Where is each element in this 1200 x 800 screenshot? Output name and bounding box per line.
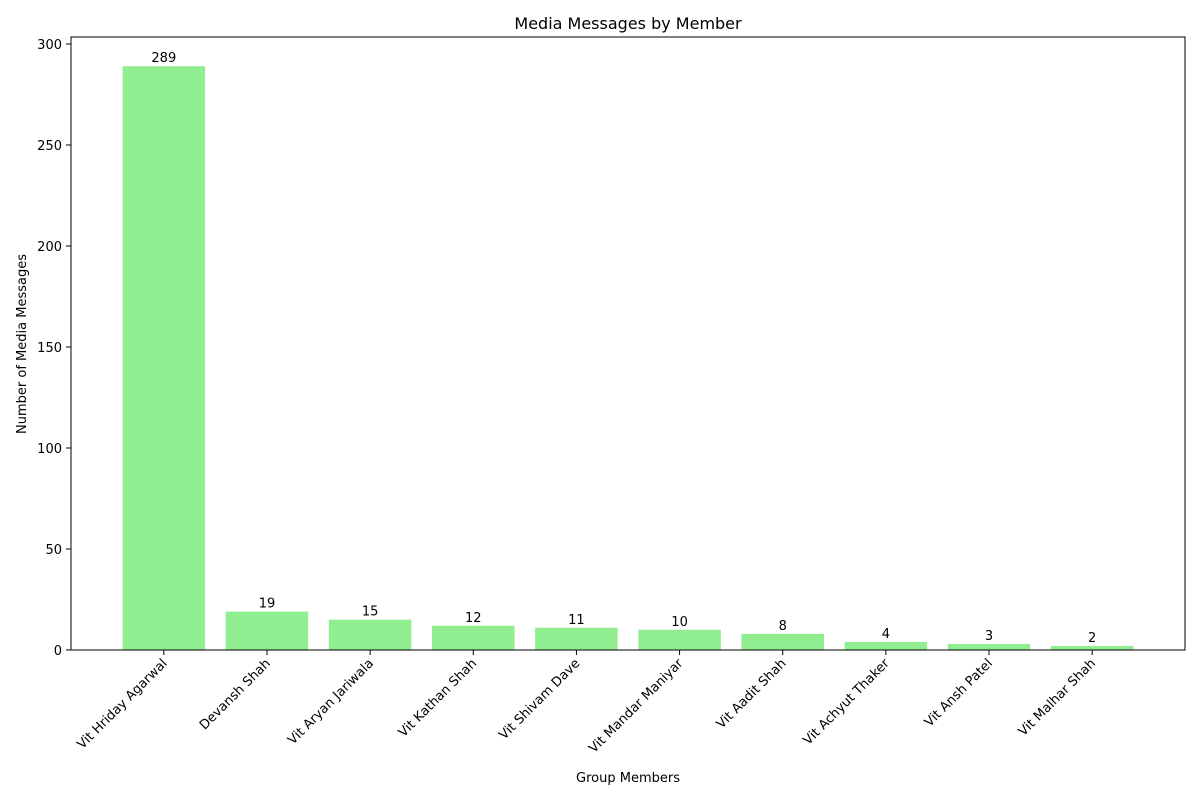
y-tick-label-5: 250 bbox=[37, 139, 62, 154]
bar-4 bbox=[535, 627, 618, 650]
chart-title: Media Messages by Member bbox=[514, 14, 742, 33]
bar-8 bbox=[947, 643, 1031, 650]
bar-0 bbox=[122, 66, 206, 650]
bar-7 bbox=[844, 641, 928, 650]
data-label-7: 4 bbox=[882, 627, 890, 642]
x-tick-label-1: Devansh Shah bbox=[197, 656, 274, 733]
data-label-8: 3 bbox=[985, 629, 993, 644]
data-label-1: 19 bbox=[259, 597, 276, 612]
data-label-5: 10 bbox=[671, 615, 688, 630]
bar-2 bbox=[328, 619, 412, 650]
y-tick-label-6: 300 bbox=[37, 38, 62, 53]
x-tick-label-0: Vit Hriday Agarwal bbox=[75, 656, 171, 752]
bar-3 bbox=[432, 625, 515, 650]
x-tick-label-3: Vit Kathan Shah bbox=[396, 656, 480, 740]
x-axis: Vit Hriday Agarwal Devansh Shah Vit Aryan … bbox=[75, 650, 1099, 756]
data-label-3: 12 bbox=[465, 611, 482, 626]
data-labels-group: 289 19 15 12 11 10 8 4 3 2 bbox=[151, 51, 1096, 646]
data-label-2: 15 bbox=[362, 605, 379, 620]
data-label-9: 2 bbox=[1088, 631, 1096, 646]
y-axis: 0 50 100 150 200 250 300 bbox=[37, 38, 71, 659]
x-tick-label-2: Vit Aryan Jariwala bbox=[285, 656, 377, 748]
data-label-4: 11 bbox=[568, 613, 585, 628]
bar-1 bbox=[225, 611, 309, 650]
x-tick-label-7: Vit Achyut Thaker bbox=[801, 656, 894, 749]
plot-frame bbox=[70, 36, 1186, 651]
x-tick-label-5: Vit Mandar Maniyar bbox=[586, 656, 687, 757]
bars-group bbox=[122, 66, 1134, 650]
data-label-6: 8 bbox=[779, 619, 787, 634]
data-label-0: 289 bbox=[151, 51, 176, 66]
bar-6 bbox=[741, 633, 824, 650]
y-tick-label-2: 100 bbox=[37, 442, 62, 457]
bar-9 bbox=[1050, 645, 1134, 650]
y-tick-label-4: 200 bbox=[37, 240, 62, 255]
bar-5 bbox=[638, 629, 721, 650]
x-tick-label-9: Vit Malhar Shah bbox=[1016, 656, 1099, 739]
y-tick-label-3: 150 bbox=[37, 341, 62, 356]
x-tick-label-6: Vit Aadit Shah bbox=[714, 656, 790, 732]
x-tick-label-4: Vit Shivam Dave bbox=[497, 656, 584, 743]
x-tick-label-8: Vit Ansh Patel bbox=[922, 656, 996, 730]
y-tick-label-0: 0 bbox=[54, 644, 62, 659]
y-axis-label: Number of Media Messages bbox=[15, 254, 30, 434]
y-tick-label-1: 50 bbox=[45, 543, 62, 558]
x-axis-label: Group Members bbox=[576, 771, 680, 786]
